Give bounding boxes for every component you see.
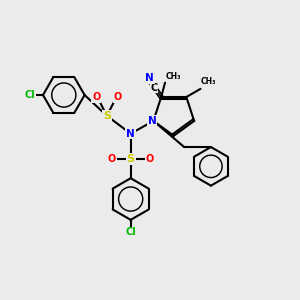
Text: CH₃: CH₃ (166, 72, 181, 81)
Text: CH₃: CH₃ (201, 77, 217, 86)
Text: N: N (148, 116, 156, 126)
Text: N: N (126, 129, 135, 139)
Text: Cl: Cl (125, 227, 136, 237)
Text: N: N (146, 73, 154, 83)
Text: O: O (92, 92, 100, 102)
Text: S: S (103, 111, 111, 121)
Text: O: O (108, 154, 116, 164)
Text: Cl: Cl (25, 90, 35, 100)
Text: S: S (127, 154, 135, 164)
Text: C: C (150, 82, 158, 93)
Text: O: O (145, 154, 154, 164)
Text: O: O (113, 92, 122, 102)
